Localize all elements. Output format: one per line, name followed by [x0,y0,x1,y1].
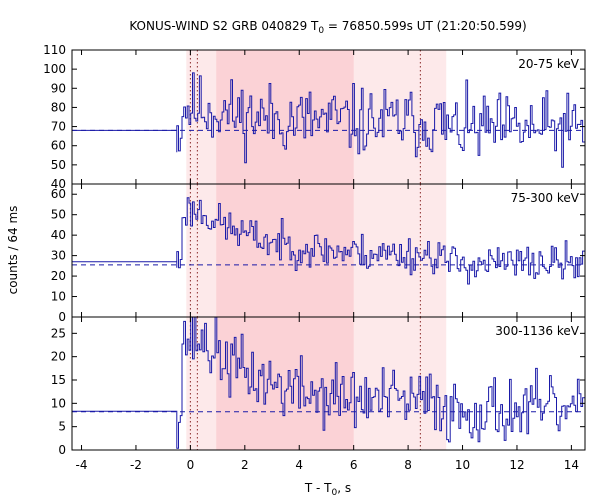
x-tick-label: 8 [404,458,412,472]
y-tick-label: 10 [51,290,66,304]
energy-band-label: 300-1136 keV [495,324,579,338]
x-tick-label: 4 [295,458,303,472]
x-tick-label: 2 [241,458,249,472]
panel-0: 40 50 60 70 80 90 100 110 20-75 keV [43,43,586,191]
y-tick-label: 80 [51,100,66,114]
lightcurve-series-0 [72,72,585,168]
x-tick-label: 14 [564,458,579,472]
y-tick-label: 60 [51,187,66,201]
energy-band-label: 75-300 keV [511,191,580,205]
x-tick-label: -4 [76,458,88,472]
y-tick-label: 15 [51,373,66,387]
y-tick-label: 60 [51,139,66,153]
y-tick-label: 40 [51,177,66,191]
y-tick-label: 70 [51,120,66,134]
energy-band-label: 20-75 keV [518,57,580,71]
panel-2: 0 5 10 15 20 25 300-1136 keV [51,316,586,457]
lightcurve-series-1 [72,197,585,285]
y-tick-label: 30 [51,249,66,263]
y-tick-label: 20 [51,350,66,364]
y-tick-label: 5 [58,420,66,434]
shaded-region-1 [216,317,354,450]
y-tick-label: 100 [43,62,66,76]
y-tick-label: 0 [58,443,66,457]
y-tick-label: 0 [58,310,66,324]
x-tick-label: 6 [350,458,358,472]
y-tick-label: 20 [51,269,66,283]
x-tick-label: 0 [187,458,195,472]
chart-title: KONUS-WIND S2 GRB 040829 T0 = 76850.599s… [129,19,526,36]
x-tick-label: -2 [130,458,142,472]
y-tick-label: 90 [51,81,66,95]
x-axis-label: T - T0, s [304,481,351,498]
x-tick-label: 12 [509,458,524,472]
shaded-region-1 [216,184,354,317]
panel-frame-2 [71,316,586,451]
y-tick-label: 40 [51,228,66,242]
y-axis-label: counts / 64 ms [6,206,20,295]
panel-1: 0 10 20 30 40 50 60 75-300 keV [51,183,586,324]
y-tick-label: 25 [51,326,66,340]
x-tick-label: 10 [455,458,470,472]
y-tick-label: 50 [51,158,66,172]
y-tick-label: 10 [51,396,66,410]
y-tick-label: 50 [51,208,66,222]
y-tick-label: 110 [43,43,66,57]
